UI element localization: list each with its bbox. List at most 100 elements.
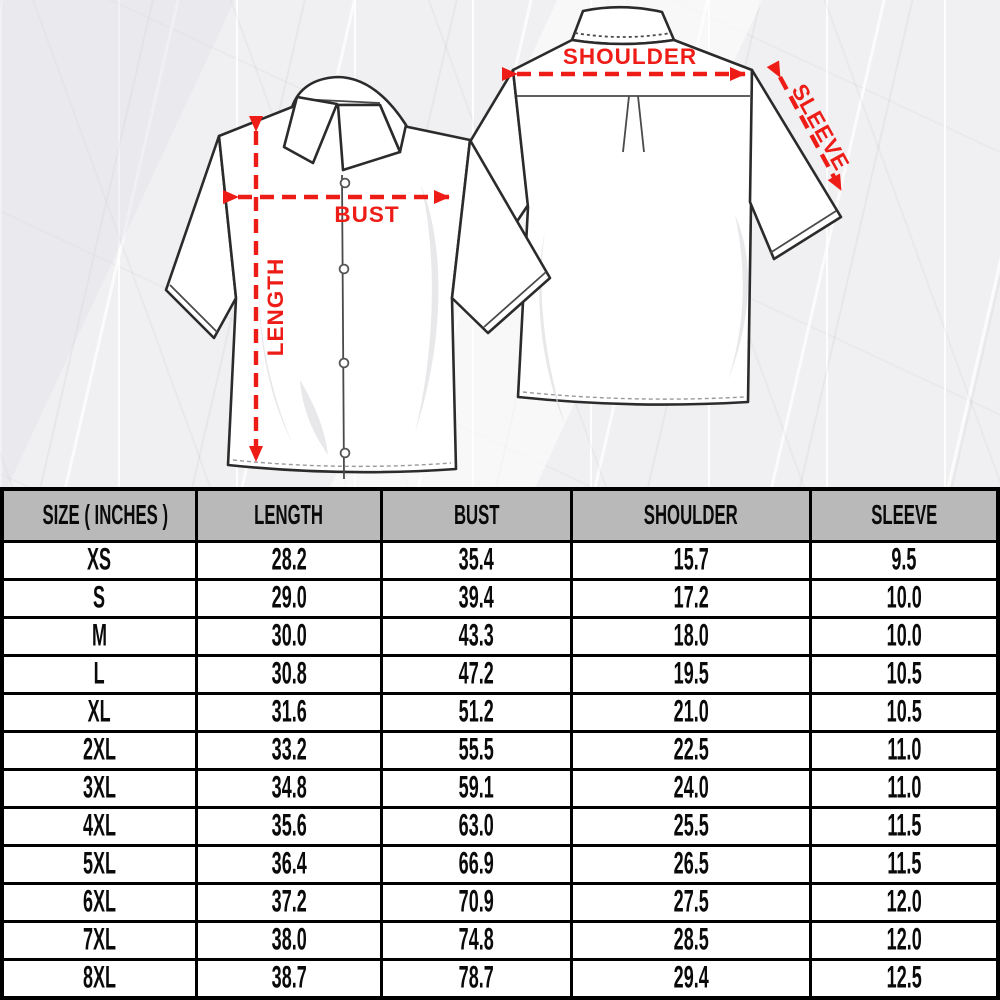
shoulder-cell: 21.0: [570, 691, 813, 733]
sleeve-cell: 12.0: [809, 881, 1000, 923]
table-row-7xl: 7XL 38.0 74.8 28.5 12.0: [0, 919, 1000, 961]
length-cell: 38.0: [194, 919, 383, 961]
cell-value: 34.8: [271, 770, 307, 806]
size-cell: XL: [0, 691, 198, 733]
shoulder-cell: 15.7: [570, 539, 813, 581]
cell-value: 59.1: [459, 770, 495, 806]
sleeve-cell: 10.0: [809, 615, 1000, 657]
size-table: SIZE ( INCHES ) LENGTH BUST SHOULDER SLE…: [0, 487, 1000, 1000]
cell-value: S: [93, 580, 106, 615]
bust-cell: 59.1: [379, 767, 574, 809]
shoulder-cell: 25.5: [570, 805, 813, 847]
shoulder-cell: 24.0: [570, 767, 813, 809]
cell-value: 66.9: [459, 846, 495, 882]
cell-value: 11.0: [887, 770, 922, 806]
col-header-sleeve: SLEEVE: [809, 487, 1000, 543]
bust-cell: 74.8: [379, 919, 574, 961]
cell-value: 11.0: [887, 732, 922, 767]
front-right-sleeve: [450, 138, 552, 335]
cell-value: 18.0: [673, 618, 709, 653]
front-collar-left-flap: [282, 95, 339, 165]
table-row-4xl: 4XL 35.6 63.0 25.5 11.5: [0, 805, 1000, 847]
table-row-5xl: 5XL 36.4 66.9 26.5 11.5: [0, 843, 1000, 885]
cell-value: 10.0: [886, 580, 922, 615]
cell-value: 33.2: [271, 732, 307, 767]
cell-value: 22.5: [673, 732, 709, 767]
cell-value: 10.0: [886, 618, 922, 653]
size-cell: S: [0, 577, 198, 619]
bust-label: BUST: [334, 202, 399, 227]
shoulder-cell: 26.5: [570, 843, 813, 885]
cell-value: 19.5: [673, 656, 709, 691]
table-row-3xl: 3XL 34.8 59.1 24.0 11.0: [0, 767, 1000, 809]
bust-cell: 35.4: [379, 539, 574, 581]
bust-cell: 70.9: [379, 881, 574, 923]
table-row-xs: XS 28.2 35.4 15.7 9.5: [0, 539, 1000, 581]
size-cell: 4XL: [0, 805, 198, 847]
size-cell: 8XL: [0, 957, 198, 1000]
size-cell: 2XL: [0, 729, 198, 771]
table-row-s: S 29.0 39.4 17.2 10.0: [0, 577, 1000, 619]
back-collar: [570, 5, 676, 46]
cell-value: 36.4: [271, 846, 307, 882]
bust-cell: 63.0: [379, 805, 574, 847]
col-header-length: LENGTH: [194, 487, 383, 543]
cell-value: 12.5: [886, 960, 922, 996]
cell-value: 29.0: [271, 580, 307, 615]
shoulder-cell: 18.0: [570, 615, 813, 657]
cell-value: 12.0: [886, 884, 922, 920]
front-collar-band: [290, 75, 408, 154]
cell-value: 15.7: [673, 542, 709, 577]
cell-value: 25.5: [673, 808, 709, 844]
cell-value: 6XL: [82, 884, 116, 920]
sleeve-cell: 12.5: [809, 957, 1000, 1000]
measurement-annotations: [223, 60, 843, 462]
shoulder-label: SHOULDER: [563, 44, 697, 69]
shoulder-cell: 29.4: [570, 957, 813, 1000]
cell-value: 30.0: [271, 618, 307, 653]
sleeve-cell: 11.5: [809, 805, 1000, 847]
back-pleat: [622, 95, 645, 153]
cell-value: 26.5: [673, 846, 709, 882]
cell-value: 10.5: [886, 656, 922, 691]
cell-value: 3XL: [82, 770, 116, 806]
shoulder-cell: 28.5: [570, 919, 813, 961]
front-collar-right-flap: [336, 103, 402, 172]
shoulder-cell: 17.2: [570, 577, 813, 619]
size-cell: 3XL: [0, 767, 198, 809]
size-cell: 7XL: [0, 919, 198, 961]
header-row: SIZE ( INCHES ) LENGTH BUST SHOULDER SLE…: [0, 487, 1000, 543]
size-cell: 6XL: [0, 881, 198, 923]
shoulder-cell: 19.5: [570, 653, 813, 695]
cell-value: 37.2: [271, 884, 307, 920]
length-cell: 35.6: [194, 805, 383, 847]
cell-value: XL: [87, 694, 111, 729]
length-cell: 33.2: [194, 729, 383, 771]
bust-cell: 51.2: [379, 691, 574, 733]
cell-value: 7XL: [82, 922, 116, 958]
table-row-l: L 30.8 47.2 19.5 10.5: [0, 653, 1000, 695]
cell-value: 28.5: [673, 922, 709, 958]
size-table-body: XS 28.2 35.4 15.7 9.5 S 29.0 39.4 17.2 10.0 M 30.0 4…: [0, 539, 1000, 1000]
table-row-8xl: 8XL 38.7 78.7 29.4 12.5: [0, 957, 1000, 1000]
size-cell: XS: [0, 539, 198, 581]
sleeve-cell: 10.5: [809, 691, 1000, 733]
size-cell: 5XL: [0, 843, 198, 885]
length-cell: 36.4: [194, 843, 383, 885]
cell-value: 55.5: [459, 732, 495, 767]
sleeve-cell: 10.5: [809, 653, 1000, 695]
cell-value: 78.7: [459, 960, 495, 996]
cell-value: 4XL: [82, 808, 116, 844]
cell-value: 47.2: [459, 656, 495, 691]
table-row-m: M 30.0 43.3 18.0 10.0: [0, 615, 1000, 657]
cell-value: 29.4: [673, 960, 709, 996]
length-cell: 31.6: [194, 691, 383, 733]
cell-value: 38.7: [271, 960, 307, 996]
cell-value: 12.0: [886, 922, 922, 958]
cell-value: 70.9: [459, 884, 495, 920]
front-buttons: [338, 177, 351, 459]
cell-value: 28.2: [271, 542, 307, 577]
shoulder-cell: 22.5: [570, 729, 813, 771]
size-cell: L: [0, 653, 198, 695]
sleeve-cell: 10.0: [809, 577, 1000, 619]
